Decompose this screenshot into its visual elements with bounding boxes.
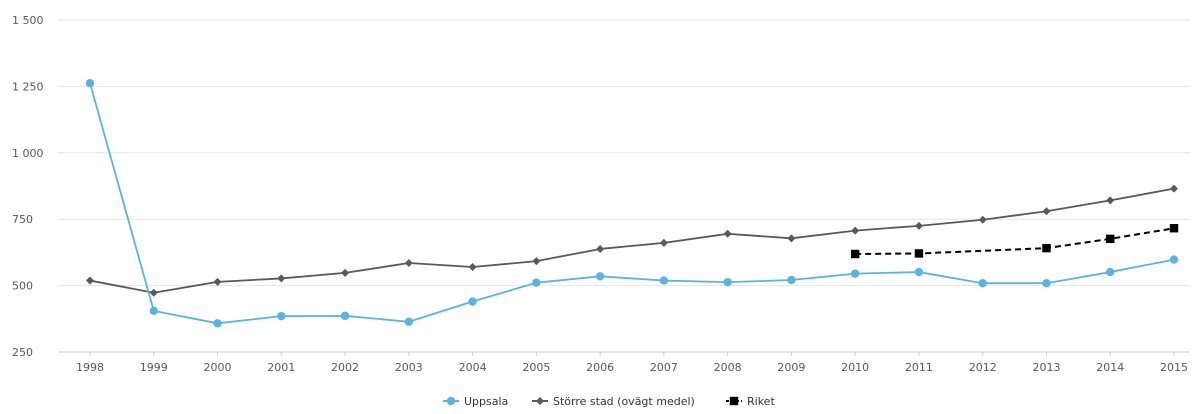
legend-item-2: Större stad (ovägt medel): [532, 395, 695, 408]
series-1-point: [914, 267, 924, 277]
gridlines: [58, 19, 1190, 287]
series-2-point: [86, 276, 94, 285]
legend-marker: [729, 396, 739, 406]
series-2-point: [468, 263, 477, 272]
series-1-point: [850, 269, 860, 278]
series-2-point: [341, 268, 350, 277]
series-1-point: [1169, 255, 1179, 264]
series-2-point: [149, 288, 158, 297]
x-tick-label: 2009: [777, 361, 805, 374]
legend-marker: [536, 397, 544, 405]
x-tick-label: 1999: [140, 361, 168, 374]
x-tick-label: 2012: [969, 361, 997, 374]
series-1-point: [277, 311, 286, 321]
x-tick-label: 2000: [204, 361, 232, 374]
x-tick-label: 2014: [1096, 361, 1124, 374]
legend: Uppsala Större stad (ovägt medel) Riket: [443, 395, 775, 408]
series-1-point: [1042, 279, 1051, 288]
series-1-point: [404, 317, 414, 326]
series-2-line: [89, 187, 1175, 294]
x-tick-label: 2013: [1032, 361, 1060, 374]
y-tick-label: 1 250: [12, 80, 44, 93]
series-2-point: [213, 277, 222, 286]
series-1-point: [595, 272, 605, 281]
y-axis-ticks: 250 500 750 1 000 1 250 1 500: [12, 14, 44, 359]
x-tick-label: 2010: [841, 361, 869, 374]
series-group: [85, 79, 1179, 328]
series-3-point: [1042, 243, 1051, 253]
x-tick-label: 2003: [395, 361, 423, 374]
series-2-point: [787, 234, 796, 243]
series-3: [850, 224, 1179, 259]
x-tick-label: 2001: [267, 361, 295, 374]
x-tick-label: 2004: [459, 361, 487, 374]
series-1-line: [89, 82, 1175, 325]
y-tick-label: 250: [12, 346, 33, 359]
series-1-point: [532, 278, 541, 287]
series-1-point: [149, 306, 158, 316]
x-tick-label: 2002: [331, 361, 359, 374]
series-1-point: [787, 275, 796, 285]
series-1-point: [340, 311, 350, 321]
series-1: [85, 79, 1179, 328]
series-1-point: [1106, 267, 1115, 277]
series-2: [86, 184, 1178, 297]
series-1-point: [978, 279, 987, 288]
series-1-point: [659, 276, 669, 285]
series-3-point: [1169, 224, 1179, 233]
x-tick-label: 2007: [650, 361, 678, 374]
series-3-point: [1106, 234, 1115, 244]
series-2-point: [1042, 207, 1051, 216]
x-tick-label: 2008: [714, 361, 742, 374]
series-2-point: [277, 274, 286, 283]
series-1-point: [85, 79, 95, 88]
series-3-point: [914, 249, 924, 258]
series-2-point: [1170, 184, 1178, 193]
y-tick-label: 500: [12, 280, 33, 293]
series-2-point: [914, 221, 923, 230]
x-tick-label: 2005: [522, 361, 550, 374]
x-axis-ticks: 1998 1999 2000 2001 2002 2003 2004 2005 2006 2007…: [76, 352, 1188, 374]
legend-label: Riket: [747, 395, 775, 408]
legend-label: Uppsala: [464, 395, 508, 408]
series-2-point: [723, 229, 732, 238]
series-2-point: [596, 244, 605, 253]
series-1-point: [468, 297, 477, 306]
series-1-point: [723, 277, 732, 287]
series-2-point: [532, 257, 541, 266]
series-3-line: [855, 227, 1175, 255]
y-tick-label: 750: [12, 213, 33, 226]
series-3-point: [850, 249, 860, 259]
y-tick-label: 1 500: [12, 14, 44, 27]
x-tick-label: 2015: [1160, 361, 1188, 374]
series-2-point: [659, 238, 668, 247]
series-2-point: [851, 226, 860, 235]
series-2-point: [404, 259, 413, 268]
x-tick-label: 2011: [905, 361, 933, 374]
y-tick-label: 1 000: [12, 147, 44, 160]
x-tick-label: 2006: [586, 361, 614, 374]
legend-marker: [446, 396, 456, 406]
series-2-point: [978, 215, 987, 224]
legend-label: Större stad (ovägt medel): [553, 395, 695, 408]
x-tick-label: 1998: [76, 361, 104, 374]
legend-item-3: Riket: [726, 395, 775, 408]
legend-item-1: Uppsala: [443, 395, 508, 408]
series-2-point: [1106, 196, 1115, 205]
series-1-point: [213, 319, 222, 328]
